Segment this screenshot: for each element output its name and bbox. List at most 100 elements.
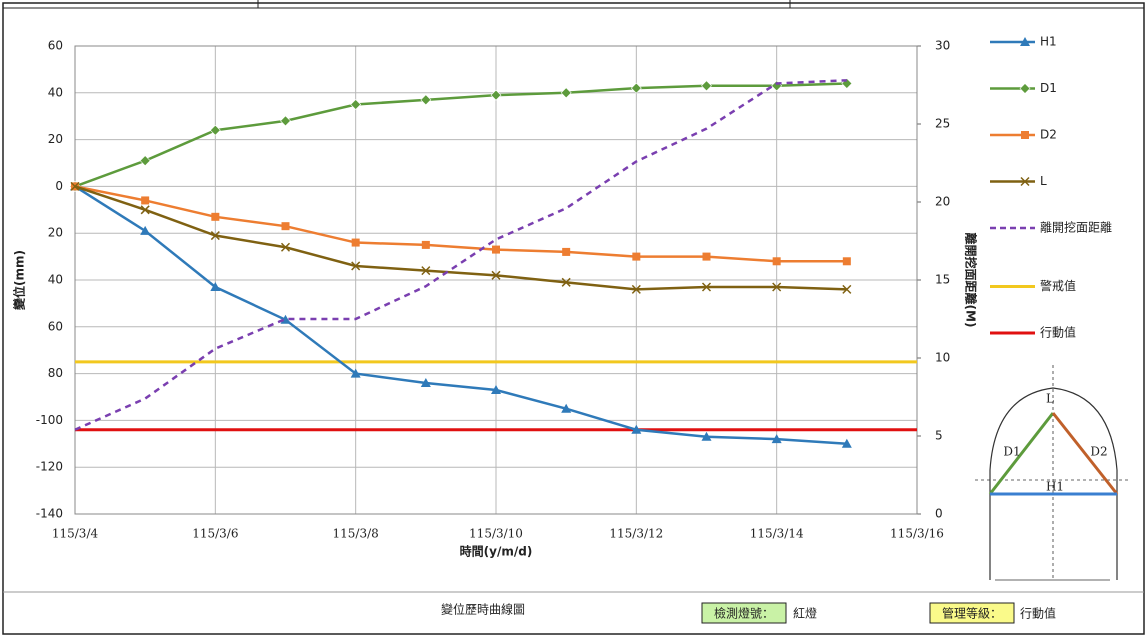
- y2-tick-label: 25: [935, 117, 950, 131]
- series-line: [74, 79, 847, 431]
- legend-label: 行動值: [1040, 325, 1076, 340]
- marker: [772, 257, 781, 266]
- y-tick-label: -140: [36, 507, 63, 521]
- marker: [280, 314, 291, 324]
- legend-label: D1: [1040, 81, 1057, 95]
- y2-tick-label: 10: [935, 351, 950, 365]
- marker: [702, 252, 711, 261]
- marker: [491, 270, 501, 280]
- y-axis-title: 變位(mm): [12, 250, 27, 311]
- marker: [351, 238, 360, 247]
- marker: [421, 240, 430, 249]
- x-tick-label: 115/3/6: [192, 527, 238, 541]
- legend-label: H1: [1040, 35, 1057, 49]
- y2-tick-label: 20: [935, 195, 950, 209]
- marker: [350, 99, 362, 110]
- y-tick-label: -120: [36, 460, 63, 474]
- marker: [281, 222, 290, 231]
- marker: [701, 282, 712, 292]
- legend-marker: [1021, 131, 1029, 139]
- marker: [842, 284, 852, 294]
- diagram-label: D1: [1003, 445, 1020, 459]
- y-tick-label: 40: [48, 85, 63, 99]
- x-tick-label: 115/3/8: [333, 527, 379, 541]
- tunnel-diagram: [975, 365, 1130, 581]
- marker: [630, 82, 642, 94]
- legend-marker: [1019, 83, 1031, 94]
- marker: [280, 242, 291, 252]
- diagram-label: H1: [1046, 480, 1064, 494]
- legend-label: 警戒值: [1040, 278, 1076, 293]
- marker: [420, 377, 431, 387]
- marker: [842, 257, 851, 266]
- marker: [280, 115, 291, 127]
- level-value: 行動值: [1020, 606, 1056, 621]
- marker: [631, 284, 641, 294]
- marker: [141, 196, 150, 205]
- marker: [490, 89, 502, 101]
- marker: [560, 87, 572, 99]
- y2-tick-label: 15: [935, 273, 950, 287]
- marker: [772, 282, 782, 292]
- y-tick-label: 20: [48, 132, 63, 146]
- x-tick-label: 115/3/10: [469, 527, 523, 541]
- level-label: 管理等級：: [942, 606, 1002, 621]
- marker: [491, 384, 501, 394]
- y2-tick-label: 30: [935, 39, 950, 53]
- series-line: [74, 82, 847, 188]
- marker: [632, 252, 641, 261]
- series-line: [74, 185, 847, 291]
- y-tick-label: 40: [48, 273, 63, 287]
- marker: [421, 266, 431, 276]
- y2-tick-label: 5: [935, 429, 943, 443]
- x-tick-label: 115/3/12: [609, 527, 663, 541]
- legend-label: L: [1040, 174, 1047, 188]
- marker: [139, 155, 151, 167]
- x-tick-label: 115/3/16: [890, 527, 944, 541]
- marker: [701, 80, 712, 92]
- diagram-label: D2: [1090, 445, 1107, 459]
- series-line: [74, 185, 847, 446]
- marker: [561, 277, 571, 287]
- y2-tick-label: 0: [935, 507, 943, 521]
- marker: [420, 94, 432, 106]
- marker: [492, 245, 500, 254]
- marker: [561, 403, 572, 413]
- marker: [140, 205, 150, 215]
- marker: [210, 231, 220, 241]
- marker: [211, 212, 220, 221]
- diagram-label: L: [1046, 392, 1054, 406]
- marker: [210, 282, 221, 292]
- level-box: [929, 602, 1015, 624]
- plot-border: [74, 45, 918, 515]
- legend-marker: [1020, 176, 1030, 187]
- y-tick-label: 80: [48, 366, 63, 380]
- marker: [140, 225, 151, 235]
- marker: [350, 368, 361, 378]
- status-label: 檢測燈號：: [714, 606, 774, 621]
- y-tick-label: 60: [48, 319, 63, 333]
- legend-label: 離開挖面距離: [1040, 220, 1112, 235]
- y-tick-label: 0: [55, 179, 63, 193]
- marker: [70, 181, 80, 191]
- marker: [209, 124, 221, 136]
- marker: [771, 434, 782, 444]
- marker: [562, 247, 571, 256]
- status-value: 紅燈: [793, 606, 817, 621]
- y-tick-label: -100: [36, 413, 63, 427]
- status-box: [701, 602, 787, 624]
- legend-label: D2: [1040, 128, 1057, 142]
- y-tick-label: 60: [48, 39, 63, 53]
- marker: [631, 424, 642, 434]
- x-tick-label: 115/3/14: [750, 527, 804, 541]
- x-axis-title: 時間(y/m/d): [460, 544, 533, 559]
- series-line: [74, 185, 847, 263]
- y2-axis-title: 離開挖面距離(M): [964, 233, 979, 328]
- chart-caption: 變位歷時曲線圖: [441, 602, 525, 617]
- marker: [841, 438, 852, 448]
- x-tick-label: 115/3/4: [52, 527, 99, 541]
- legend-marker: [1020, 37, 1030, 46]
- y-tick-label: 20: [48, 226, 63, 240]
